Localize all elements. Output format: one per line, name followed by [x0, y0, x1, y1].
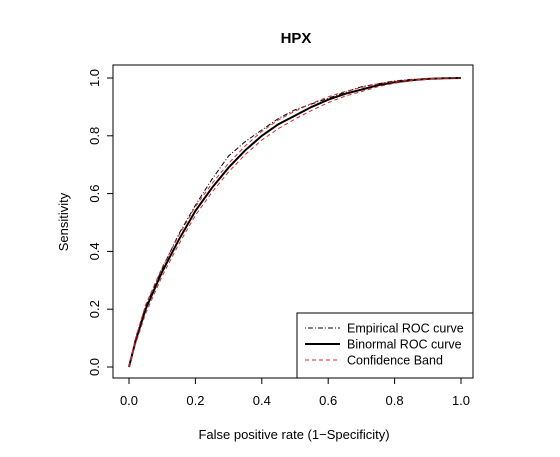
series-line-1 [128, 77, 462, 368]
y-tick-label: 0.6 [87, 185, 102, 203]
y-tick-label: 1.0 [87, 69, 102, 87]
y-tick-label: 0.2 [87, 300, 102, 318]
legend-label-0: Empirical ROC curve [347, 322, 464, 336]
x-axis: 0.0 0.2 0.4 0.6 0.8 1.0 [120, 377, 470, 408]
x-axis-label: False positive rate (1−Specificity) [198, 427, 389, 442]
y-tick-label: 0.8 [87, 127, 102, 145]
legend: Empirical ROC curve Binormal ROC curve Con… [296, 312, 474, 379]
legend-box [296, 312, 474, 379]
y-axis: 0.0 0.2 0.4 0.6 0.8 1.0 [87, 69, 114, 376]
x-tick-label: 0.8 [386, 393, 404, 408]
series-layer [128, 77, 462, 368]
series-line-3 [128, 77, 462, 368]
x-tick-label: 0.0 [120, 393, 138, 408]
x-tick-label: 0.2 [186, 393, 204, 408]
x-tick-label: 0.4 [253, 393, 271, 408]
x-tick-label: 1.0 [452, 393, 470, 408]
y-tick-label: 0.0 [87, 358, 102, 376]
chart-title: HPX [281, 30, 312, 47]
y-tick-label: 0.4 [87, 242, 102, 260]
legend-label-2: Confidence Band [347, 354, 443, 368]
x-tick-label: 0.6 [319, 393, 337, 408]
series-line-2 [128, 77, 461, 368]
y-axis-label: Sensitivity [56, 192, 71, 251]
legend-label-1: Binormal ROC curve [347, 338, 462, 352]
series-line-0 [128, 77, 461, 368]
